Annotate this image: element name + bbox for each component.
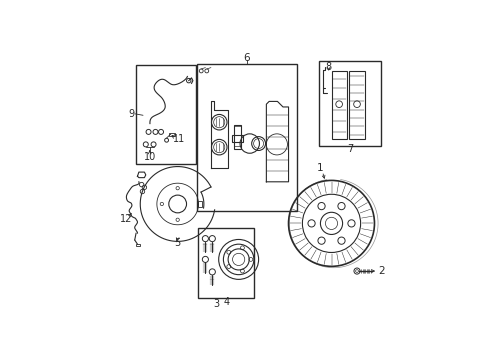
Bar [136,244,140,246]
Text: 3: 3 [214,299,220,309]
Text: 9: 9 [128,109,134,119]
Text: 7: 7 [347,144,353,154]
Text: 10: 10 [144,152,156,162]
Bar [349,71,366,139]
Text: 2: 2 [379,266,385,276]
Bar [235,125,242,149]
Bar [198,228,254,298]
Text: 4: 4 [223,297,229,307]
Text: 12: 12 [120,214,132,224]
Bar [198,201,202,207]
Bar [232,135,244,141]
Text: 5: 5 [174,238,181,248]
Bar [332,71,347,139]
Text: 6: 6 [244,53,250,63]
Bar [136,66,196,164]
Text: 8: 8 [326,62,332,72]
Text: 11: 11 [173,134,185,144]
Bar [319,61,381,146]
Text: 1: 1 [317,163,323,173]
Bar [197,64,297,211]
Bar [170,133,175,135]
